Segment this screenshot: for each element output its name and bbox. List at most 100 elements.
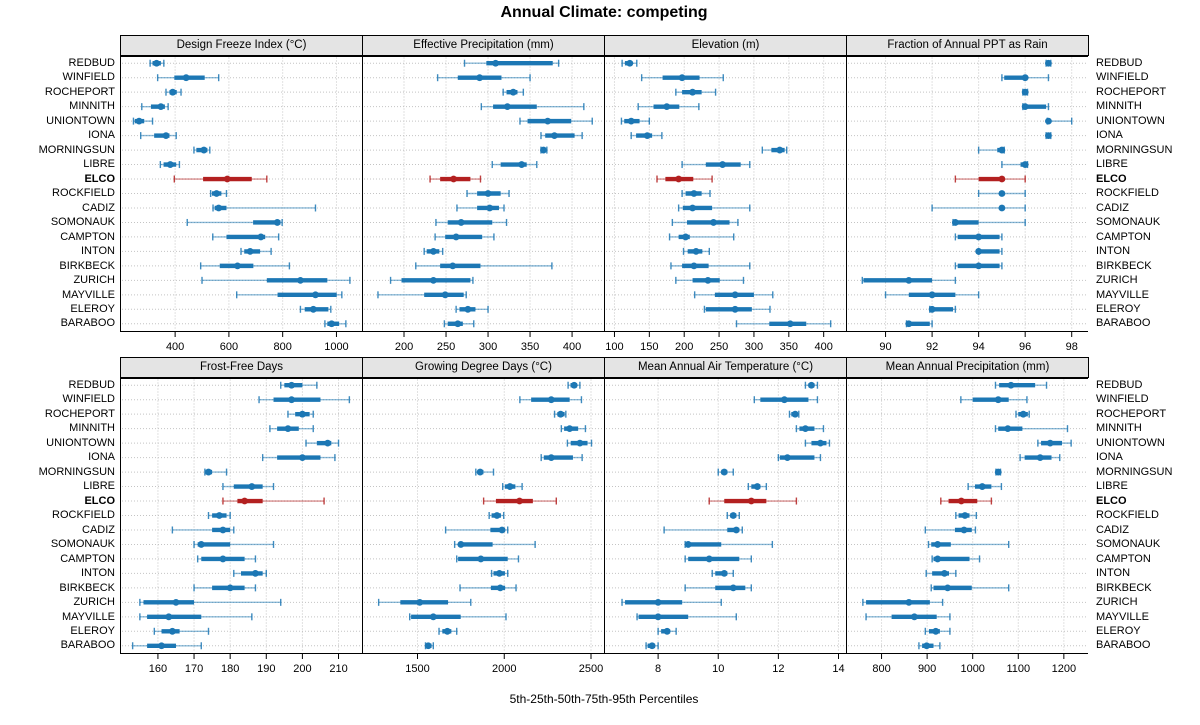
median-dot [312, 291, 319, 299]
axis-tick-label: 800 [872, 663, 890, 675]
median-dot [975, 247, 983, 255]
median-dot [454, 320, 462, 328]
series-birkbeck [193, 584, 257, 592]
location-label-uniontown: UNIONTOWN [1096, 436, 1165, 449]
median-dot [732, 526, 740, 534]
axis-tick-label: 350 [521, 341, 539, 353]
location-label-libre: LIBRE [83, 480, 115, 493]
series-eleroy [438, 627, 458, 635]
percentiles-caption: 5th-25th-50th-75th-95th Percentiles [509, 692, 699, 706]
series-minnith [141, 103, 169, 111]
panel-design-freeze-index-c: 400 600 800 1000 [120, 56, 363, 353]
location-label-mayville: MAYVILLE [62, 288, 115, 301]
series-mayville [377, 291, 467, 299]
series-eleroy [153, 627, 210, 635]
location-label-iona: IONA [1096, 129, 1123, 142]
median-dot [450, 175, 457, 183]
strip-effective-precipitation-mm: Effective Precipitation (mm) [362, 35, 605, 56]
axis-tick-label: 400 [563, 341, 581, 353]
median-dot [551, 132, 558, 140]
figure-title: Annual Climate: competing [500, 4, 708, 21]
location-label-morningsun: MORNINGSUN [38, 143, 115, 156]
median-dot [705, 555, 713, 563]
axis-tick-label: 170 [185, 663, 203, 675]
strip-fraction-of-annual-ppt-as-rain: Fraction of Annual PPT as Rain [846, 35, 1089, 56]
axis-tick-label: 160 [149, 663, 167, 675]
panel-growing-degree-days-c: 1500 2000 2500 [362, 378, 605, 675]
location-label-mayville: MAYVILLE [1096, 288, 1149, 301]
series-campton [684, 555, 753, 563]
series-uniontown [620, 117, 651, 125]
median-dot [690, 190, 698, 197]
location-label-zurich: ZURICH [73, 596, 115, 609]
location-label-inton: INTON [1096, 567, 1131, 580]
series-zurich [862, 598, 944, 606]
median-dot [663, 103, 671, 111]
median-dot [288, 381, 295, 389]
location-label-baraboo: BARABOO [60, 639, 115, 652]
median-dot [215, 204, 223, 212]
median-dot [506, 483, 514, 490]
median-dot [998, 204, 1006, 212]
median-dot [678, 74, 686, 82]
series-cadiz [663, 526, 743, 534]
axis-tick-label: 98 [1066, 341, 1078, 353]
location-label-iona: IONA [88, 451, 115, 464]
median-dot [994, 396, 1002, 404]
strip-frost-free-days: Frost-Free Days [120, 357, 363, 378]
median-dot [449, 262, 457, 270]
location-label-birkbeck: BIRKBECK [1096, 581, 1152, 594]
panel-mean-annual-air-temperature-c: 8 10 12 14 [604, 378, 847, 675]
median-dot [241, 497, 249, 505]
median-dot [566, 425, 574, 433]
median-dot [692, 247, 700, 255]
median-dot [153, 59, 160, 67]
location-label-winfield: WINFIELD [62, 71, 115, 84]
median-dot [675, 175, 683, 183]
series-winfield [436, 74, 531, 82]
series-rocheport [1015, 410, 1030, 418]
series-baraboo [131, 642, 202, 650]
median-dot [219, 555, 227, 563]
axis-tick-label: 210 [329, 663, 347, 675]
axis-tick-label: 90 [879, 341, 891, 353]
location-label-cadiz: CADIZ [82, 201, 115, 214]
median-dot [710, 219, 717, 226]
median-dot [783, 454, 791, 462]
location-label-rocheport: ROCHEPORT [1096, 407, 1167, 420]
median-dot [430, 276, 437, 284]
location-label-inton: INTON [80, 245, 115, 258]
series-minnith [994, 425, 1069, 433]
location-label-rockfield: ROCKFIELD [1096, 509, 1159, 522]
location-label-libre: LIBRE [83, 158, 115, 171]
series-libre [222, 483, 275, 491]
location-label-elco: ELCO [84, 172, 115, 185]
median-dot [905, 320, 913, 328]
row-labels-right-row2: REDBUD WINFIELD ROCHEPORT MINNITH UNIONTOWN I… [1096, 378, 1191, 653]
series-minnith [795, 425, 825, 433]
median-dot [248, 483, 256, 490]
location-label-minnith: MINNITH [1096, 422, 1142, 435]
series-minnith [560, 425, 587, 433]
strip-mean-annual-air-temperature-c: Mean Annual Air Temperature (°C) [604, 357, 847, 378]
series-iona [777, 454, 822, 462]
location-label-minnith: MINNITH [69, 422, 115, 435]
series-redbud [280, 381, 318, 389]
location-label-libre: LIBRE [1096, 158, 1128, 171]
median-dot [1046, 439, 1054, 447]
series-campton [931, 555, 981, 563]
median-dot [165, 613, 173, 621]
series-eleroy [299, 305, 332, 313]
median-dot [328, 320, 336, 328]
series-uniontown [1037, 439, 1072, 447]
series-elco [222, 497, 325, 505]
series-iona [540, 454, 583, 462]
location-label-rockfield: ROCKFIELD [52, 509, 115, 522]
median-dot [786, 320, 794, 328]
median-dot [547, 454, 555, 462]
series-inton [423, 247, 444, 255]
series-redbud [621, 59, 638, 67]
axis-tick-label: 94 [973, 341, 985, 353]
row-labels-right-row1: REDBUD WINFIELD ROCHEPORT MINNITH UNIONTOWN I… [1096, 56, 1191, 331]
location-label-campton: CAMPTON [60, 230, 115, 243]
